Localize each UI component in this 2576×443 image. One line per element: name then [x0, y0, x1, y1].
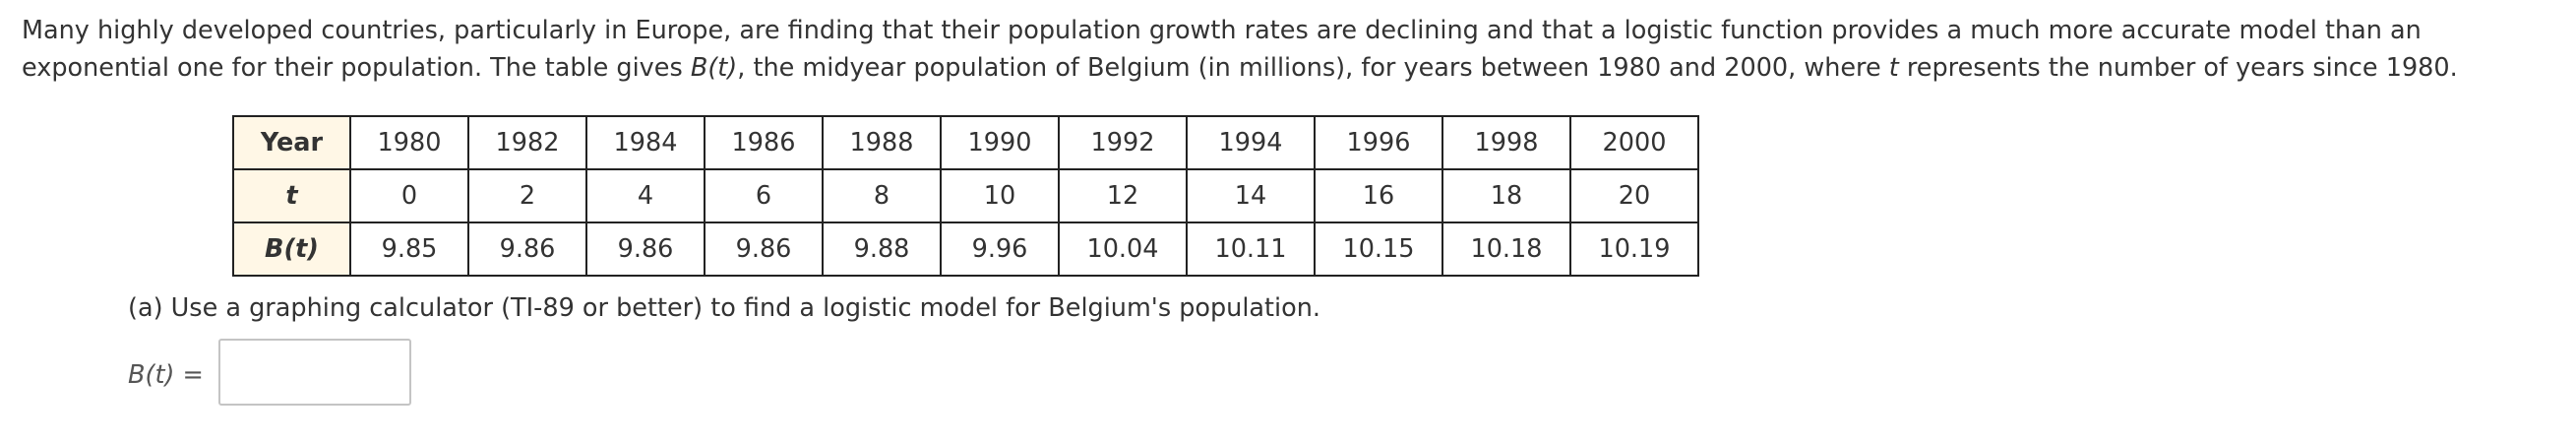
table-cell: 9.96: [940, 222, 1060, 277]
table-row-year: Year 1980 1982 1984 1986 1988 1990 1992 …: [232, 115, 1699, 170]
intro-text-3: represents the number of years since 198…: [1898, 53, 2458, 83]
row-header-year: Year: [232, 115, 351, 170]
intro-text-1: Many highly developed countries, particu…: [22, 16, 2422, 83]
table-cell: 9.88: [822, 222, 942, 277]
part-a-question: (a) Use a graphing calculator (TI-89 or …: [128, 293, 1321, 323]
answer-label-function: B(t): [128, 360, 175, 390]
table-cell: 1992: [1058, 115, 1188, 170]
table-cell: 10.19: [1569, 222, 1699, 277]
table-cell: 10.04: [1058, 222, 1188, 277]
table-row-population: B(t) 9.85 9.86 9.86 9.86 9.88 9.96 10.04…: [232, 222, 1699, 277]
table-cell: 9.85: [349, 222, 469, 277]
row-header-t: t: [232, 168, 351, 223]
answer-label: B(t) =: [128, 360, 204, 390]
table-cell: 18: [1441, 168, 1571, 223]
population-table: Year 1980 1982 1984 1986 1988 1990 1992 …: [232, 115, 1699, 277]
table-cell: 2000: [1569, 115, 1699, 170]
table-cell: 9.86: [467, 222, 587, 277]
problem-intro: Many highly developed countries, particu…: [22, 12, 2550, 87]
table-cell: 1984: [585, 115, 705, 170]
answer-label-equals: =: [174, 360, 204, 390]
intro-function-name: B(t): [690, 53, 738, 83]
table-cell: 9.86: [585, 222, 705, 277]
table-cell: 10: [940, 168, 1060, 223]
table-cell: 1982: [467, 115, 587, 170]
table-cell: 1994: [1186, 115, 1316, 170]
table-cell: 10.11: [1186, 222, 1316, 277]
table-cell: 14: [1186, 168, 1316, 223]
table-cell: 1980: [349, 115, 469, 170]
answer-input[interactable]: [218, 339, 411, 406]
table-cell: 4: [585, 168, 705, 223]
table-cell: 0: [349, 168, 469, 223]
table-cell: 1990: [940, 115, 1060, 170]
table-cell: 20: [1569, 168, 1699, 223]
table-row-t: t 0 2 4 6 8 10 12 14 16 18 20: [232, 168, 1699, 223]
table-cell: 8: [822, 168, 942, 223]
table-cell: 2: [467, 168, 587, 223]
table-cell: 1988: [822, 115, 942, 170]
table-cell: 9.86: [704, 222, 824, 277]
intro-text-2: , the midyear population of Belgium (in …: [737, 53, 1889, 83]
table-cell: 6: [704, 168, 824, 223]
table-cell: 16: [1314, 168, 1443, 223]
table-cell: 10.15: [1314, 222, 1443, 277]
table-cell: 10.18: [1441, 222, 1571, 277]
row-header-population: B(t): [232, 222, 351, 277]
table-cell: 12: [1058, 168, 1188, 223]
table-cell: 1998: [1441, 115, 1571, 170]
intro-variable: t: [1888, 53, 1899, 83]
table-cell: 1996: [1314, 115, 1443, 170]
table-cell: 1986: [704, 115, 824, 170]
